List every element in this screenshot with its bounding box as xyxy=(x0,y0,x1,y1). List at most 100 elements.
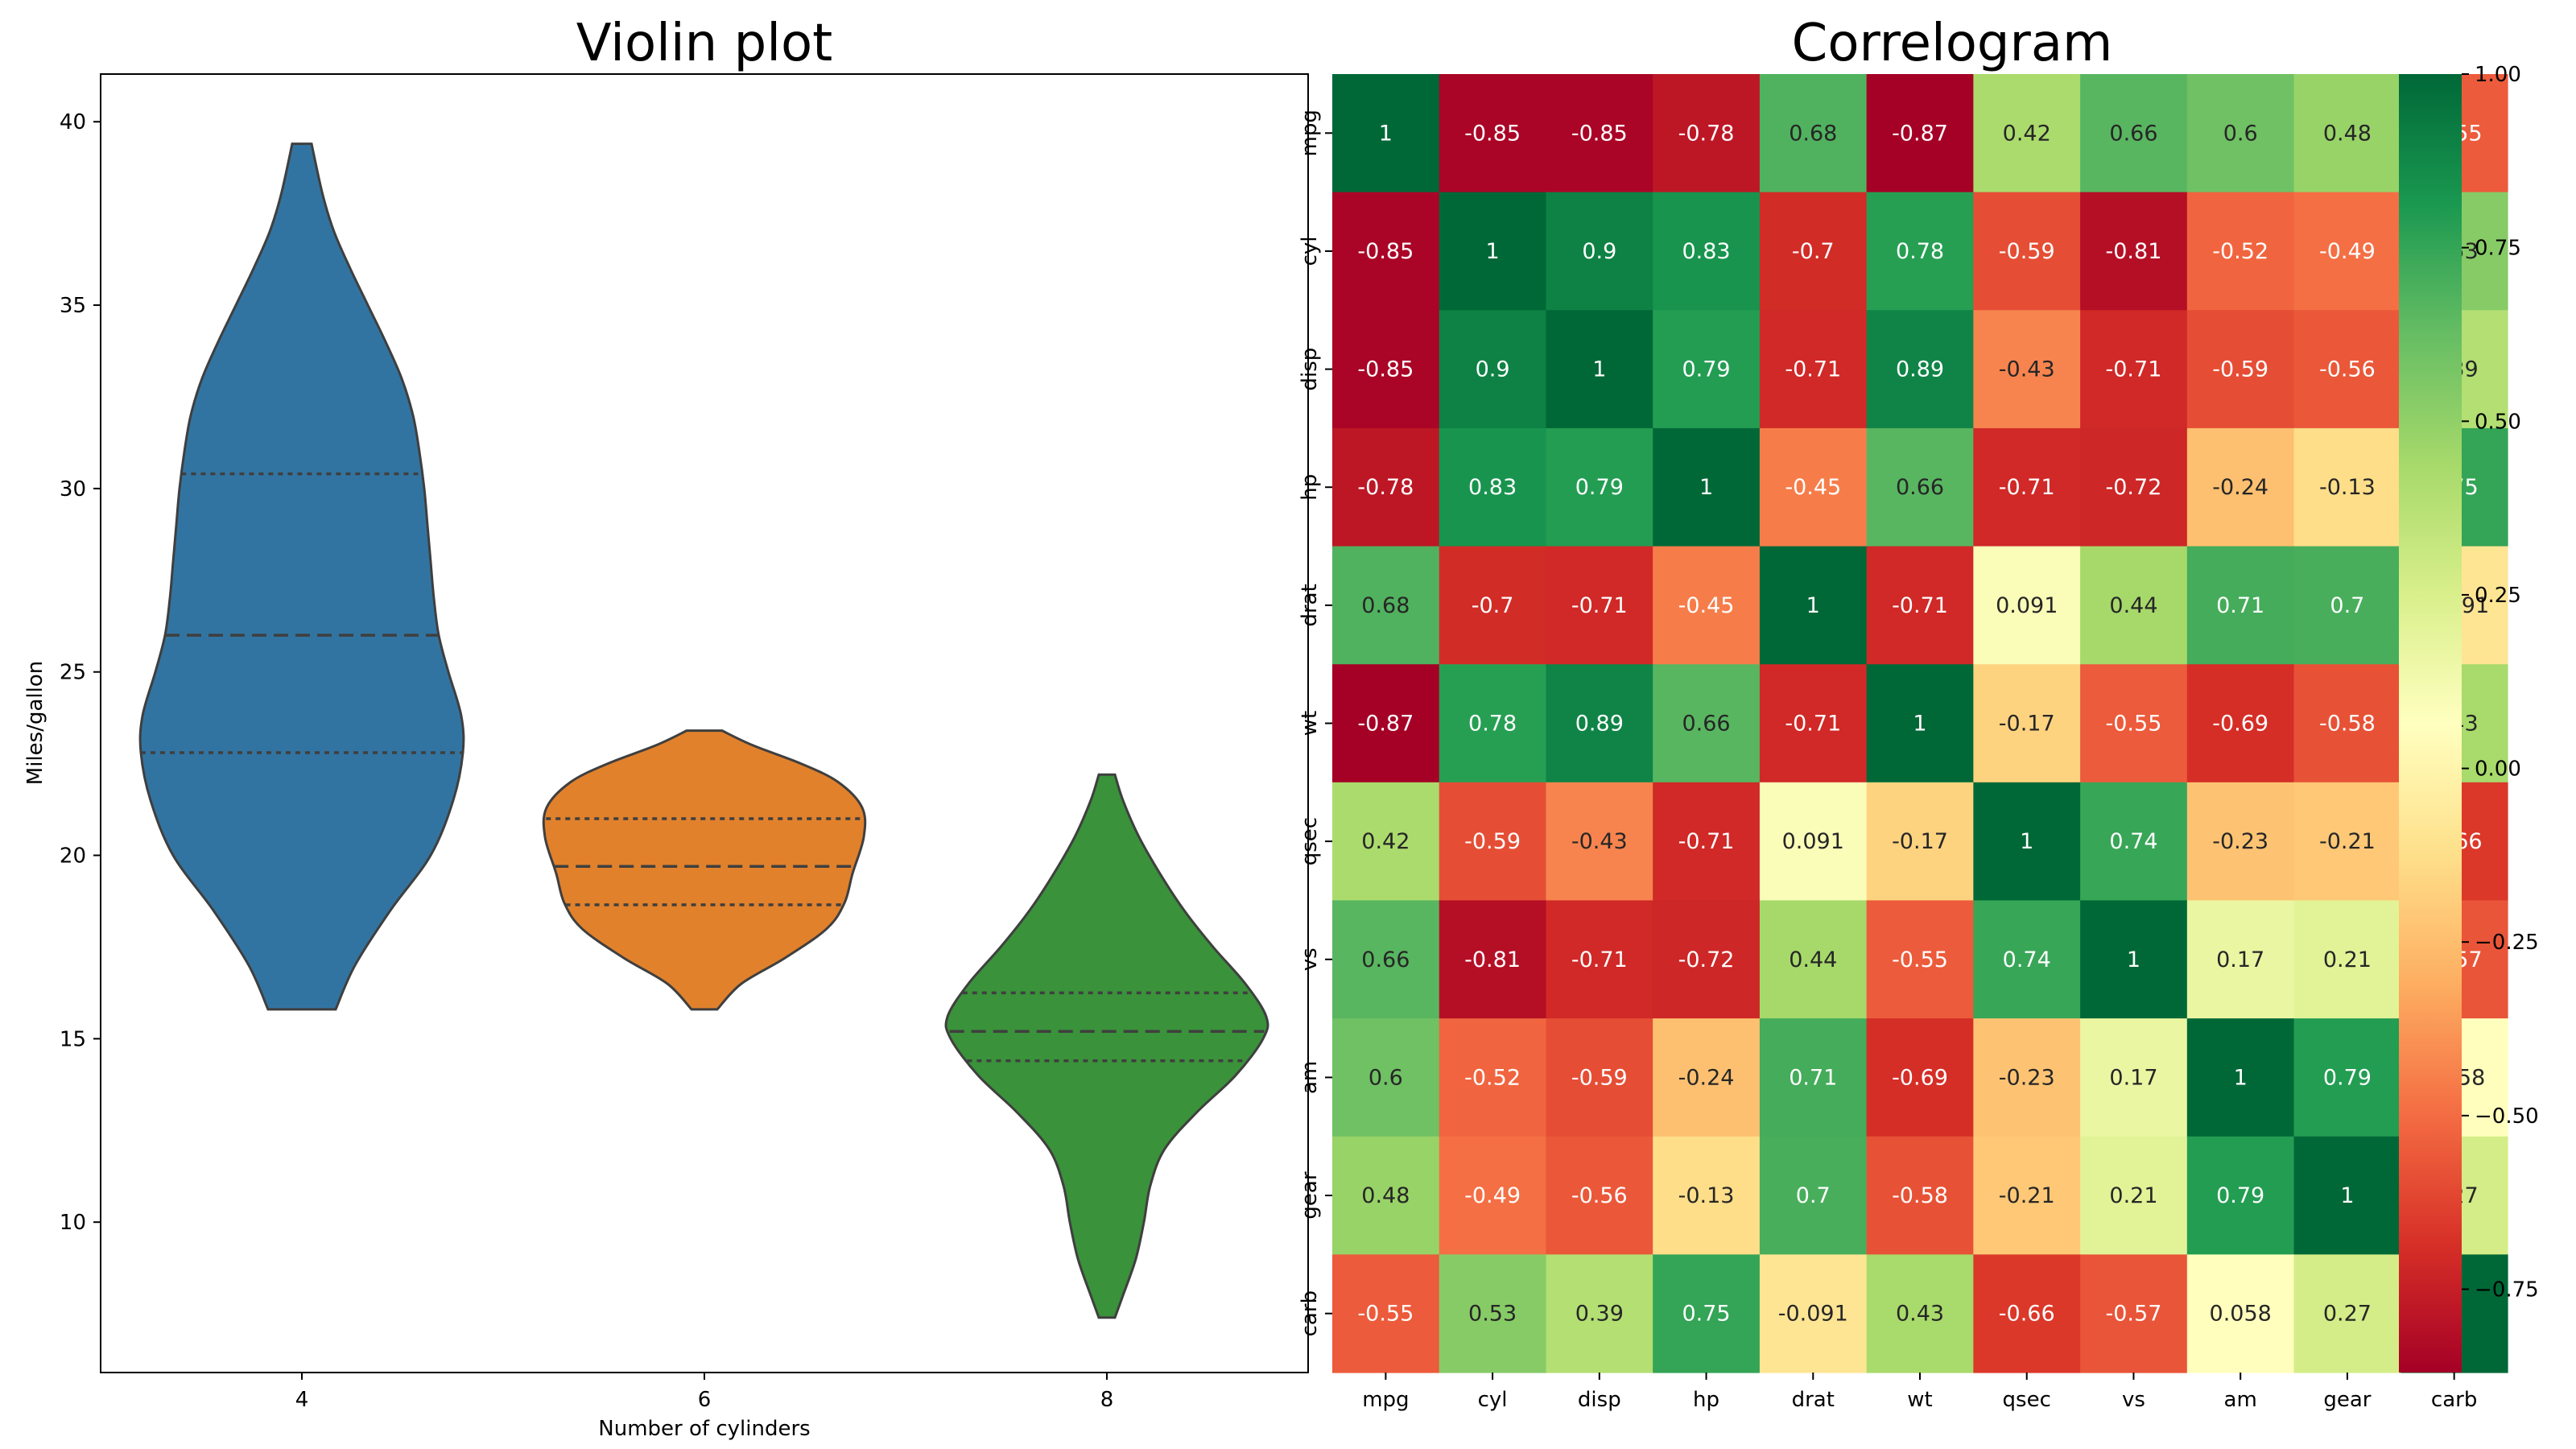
heatmap-cell-label: -0.58 xyxy=(2319,712,2376,737)
heatmap-cell xyxy=(1759,1254,1868,1373)
heatmap-cell xyxy=(1653,74,1761,193)
heatmap-cell xyxy=(2080,900,2188,1019)
heatmap-cell-label: -0.71 xyxy=(1571,947,1628,972)
heatmap-cell xyxy=(1546,1136,1653,1255)
heatmap-cell-label: -0.59 xyxy=(1999,239,2055,264)
heatmap-cell-label: 1 xyxy=(2234,1065,2248,1090)
heatmap-cell xyxy=(1759,664,1868,783)
heatmap-cell xyxy=(2293,546,2401,665)
heatmap-cell-label: 0.89 xyxy=(1575,712,1624,737)
heatmap-cell xyxy=(1653,1136,1761,1255)
heatmap-y-tick-label: mpg xyxy=(1298,109,1322,156)
heatmap-cell-label: -0.17 xyxy=(1999,712,2055,737)
heatmap-cell xyxy=(1653,664,1761,783)
heatmap-cell xyxy=(1439,546,1547,665)
heatmap-cell xyxy=(1759,546,1868,665)
heatmap-cell-label: -0.55 xyxy=(1892,947,1948,972)
heatmap-cell-label: 0.44 xyxy=(2109,593,2157,618)
heatmap-cell xyxy=(1759,192,1868,311)
heatmap-cell xyxy=(1439,427,1547,547)
violin-body-8 xyxy=(944,773,1269,1319)
heatmap-y-tick-label: hp xyxy=(1298,474,1322,501)
heatmap-cell-label: 0.83 xyxy=(1468,475,1517,500)
heatmap-x-tick-label: qsec xyxy=(2003,1388,2051,1412)
colorbar-tick-label: 0.00 xyxy=(2475,758,2521,782)
heatmap-cell xyxy=(1546,664,1653,783)
heatmap-cell-label: 0.53 xyxy=(1468,1302,1517,1327)
heatmap-cell xyxy=(1439,782,1547,902)
heatmap-cell-label: -0.71 xyxy=(1892,593,1948,618)
heatmap-cell-label: -0.49 xyxy=(2319,239,2376,264)
heatmap-cell xyxy=(1439,900,1547,1019)
violin-x-tick-label: 4 xyxy=(295,1388,309,1412)
heatmap-cell xyxy=(1332,310,1440,429)
heatmap-cell-label: 0.71 xyxy=(2216,593,2264,618)
heatmap-cell xyxy=(2186,1136,2295,1255)
heatmap-cell-label: 0.43 xyxy=(1896,1302,1944,1327)
heatmap-cell-label: -0.66 xyxy=(1999,1302,2055,1327)
heatmap-cell-label: -0.57 xyxy=(2106,1302,2162,1327)
heatmap-cell xyxy=(1973,782,2081,902)
heatmap-cell-label: 0.74 xyxy=(2109,829,2157,854)
correlogram-x-ticks: mpg cyl disp hp drat wt qsec vs am gear carb xyxy=(1362,1373,2477,1412)
heatmap-cell xyxy=(1332,192,1440,311)
heatmap-cell xyxy=(1546,1254,1653,1373)
violin-x-label: Number of cylinders xyxy=(598,1417,810,1441)
heatmap-cell xyxy=(1332,1254,1440,1373)
heatmap-cell xyxy=(1866,427,1974,547)
heatmap-cell-label: -0.71 xyxy=(2106,357,2162,382)
violin-body-6 xyxy=(542,729,867,1011)
heatmap-cell xyxy=(1973,900,2081,1019)
heatmap-cell xyxy=(1973,1136,2081,1255)
heatmap-cell-label: 0.9 xyxy=(1476,357,1510,382)
colorbar-tick-label: 1.00 xyxy=(2475,63,2521,87)
colorbar-tick-label: −0.25 xyxy=(2475,931,2539,955)
heatmap-cell xyxy=(1759,900,1868,1019)
heatmap-cell-label: 0.75 xyxy=(1682,1302,1730,1327)
heatmap-cell-label: 1 xyxy=(2340,1183,2354,1208)
heatmap-cell-label: -0.52 xyxy=(2212,239,2268,264)
heatmap-x-tick-label: hp xyxy=(1693,1388,1719,1412)
violin-y-tick-label: 30 xyxy=(60,477,86,502)
correlogram-panel: Correlogram 1 -0.85 -0.85 -0.78 0.68 -0.87 0.4… xyxy=(1298,14,2539,1412)
heatmap-cell-label: 0.6 xyxy=(2223,121,2258,146)
heatmap-cell xyxy=(1332,1136,1440,1255)
heatmap-cell xyxy=(2186,192,2295,311)
heatmap-cell xyxy=(1653,1254,1761,1373)
colorbar-tick-label: 0.50 xyxy=(2475,410,2521,434)
heatmap-cell xyxy=(2293,782,2401,902)
heatmap-y-tick-label: gear xyxy=(1298,1171,1322,1219)
heatmap-cell-label: 0.39 xyxy=(1575,1302,1624,1327)
heatmap-cell-label: -0.23 xyxy=(1999,1065,2055,1090)
heatmap-cell-label: -0.59 xyxy=(1571,1065,1628,1090)
heatmap-cell-label: -0.81 xyxy=(2106,239,2162,264)
heatmap-cell xyxy=(1439,1018,1547,1137)
heatmap-cell-label: 0.44 xyxy=(1789,947,1837,972)
heatmap-cell xyxy=(1332,900,1440,1019)
heatmap-cell-label: -0.71 xyxy=(1678,829,1735,854)
heatmap-cell xyxy=(1866,900,1974,1019)
heatmap-cell xyxy=(1546,427,1653,547)
violin-body-4 xyxy=(138,142,465,1011)
heatmap-y-tick-label: am xyxy=(1298,1061,1322,1094)
heatmap-cell xyxy=(1332,546,1440,665)
heatmap-cell-label: 0.78 xyxy=(1896,239,1944,264)
correlogram-title: Correlogram xyxy=(1792,14,2113,73)
heatmap-cell xyxy=(2186,900,2295,1019)
heatmap-cell xyxy=(1546,782,1653,902)
heatmap-cell-label: 0.6 xyxy=(1368,1065,1403,1090)
heatmap-cell xyxy=(1973,664,2081,783)
heatmap-x-tick-label: vs xyxy=(2122,1388,2145,1412)
heatmap-cell-label: 0.79 xyxy=(1575,475,1624,500)
heatmap-cell-label: 0.78 xyxy=(1468,712,1517,737)
heatmap-cell-label: 1 xyxy=(2127,947,2140,972)
heatmap-cell-label: 0.66 xyxy=(1361,947,1410,972)
heatmap-cell xyxy=(1439,310,1547,429)
heatmap-cell xyxy=(1546,900,1653,1019)
heatmap-cell-label: 0.48 xyxy=(2323,121,2372,146)
heatmap-cell xyxy=(1759,1018,1868,1137)
colorbar-tick-label: −0.75 xyxy=(2475,1278,2539,1302)
heatmap-cell xyxy=(2080,664,2188,783)
heatmap-cell xyxy=(2186,546,2295,665)
heatmap-cell-label: -0.7 xyxy=(1792,239,1835,264)
